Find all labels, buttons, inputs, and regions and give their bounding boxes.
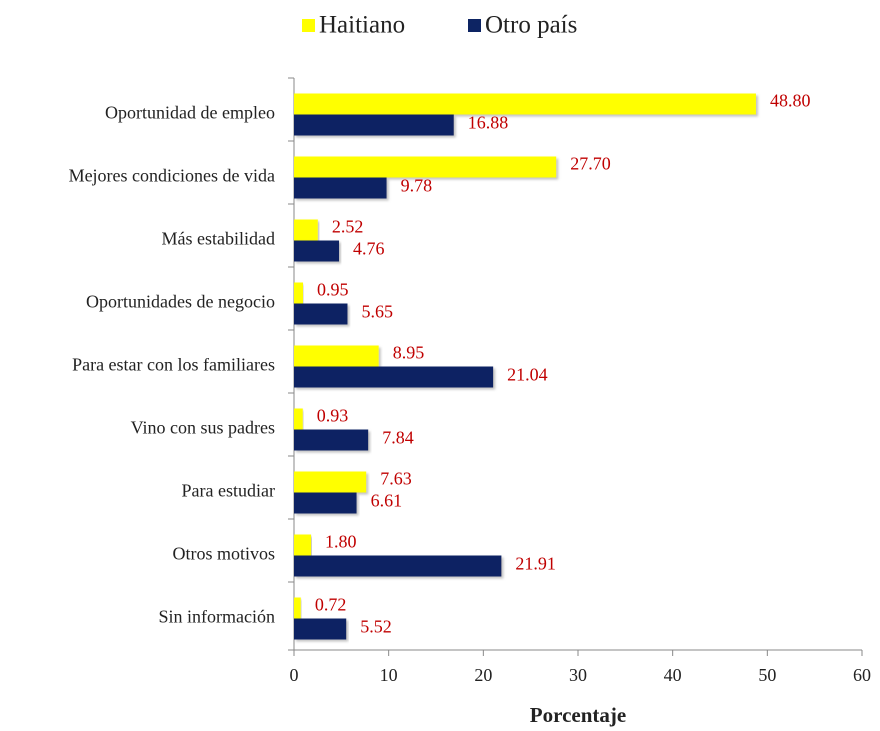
- bar: [294, 492, 357, 514]
- x-tick-label: 20: [474, 665, 492, 685]
- bar: [294, 156, 557, 178]
- bar: [294, 114, 454, 136]
- y-tick-label: Oportunidad de empleo: [105, 103, 275, 123]
- value-label: 7.63: [380, 469, 412, 489]
- y-tick-label: Oportunidades de negocio: [86, 292, 275, 312]
- value-label: 0.72: [315, 595, 347, 615]
- legend-label: Otro país: [485, 12, 577, 39]
- bar: [294, 345, 379, 367]
- x-tick-label: 10: [380, 665, 398, 685]
- value-label: 1.80: [325, 532, 357, 552]
- bar: [294, 93, 756, 115]
- bar: [294, 408, 303, 430]
- value-label: 5.52: [360, 617, 392, 637]
- y-tick-label: Mejores condiciones de vida: [69, 166, 275, 186]
- value-label: 9.78: [401, 176, 433, 196]
- legend-swatch: [302, 19, 315, 32]
- x-tick-label: 40: [664, 665, 682, 685]
- value-label: 8.95: [393, 343, 425, 363]
- x-tick-label: 30: [569, 665, 587, 685]
- y-tick-label: Vino con sus padres: [131, 418, 275, 438]
- bar: [294, 618, 347, 640]
- value-label: 5.65: [361, 302, 393, 322]
- x-tick-label: 60: [853, 665, 871, 685]
- bar: [294, 597, 301, 619]
- bar: [294, 219, 318, 241]
- y-tick-label: Para estudiar: [182, 481, 275, 501]
- bar: [294, 471, 367, 493]
- legend-label: Haitiano: [319, 12, 405, 39]
- x-axis-title: Porcentaje: [530, 703, 626, 727]
- value-label: 0.93: [317, 406, 349, 426]
- bar: [294, 429, 369, 451]
- bar: [294, 366, 494, 388]
- value-label: 48.80: [770, 91, 811, 111]
- y-tick-label: Más estabilidad: [162, 229, 275, 249]
- value-label: 27.70: [570, 154, 611, 174]
- value-label: 21.04: [507, 365, 548, 385]
- value-label: 2.52: [332, 217, 364, 237]
- value-label: 16.88: [468, 113, 509, 133]
- y-tick-label: Para estar con los familiares: [72, 355, 275, 375]
- bar: [294, 303, 348, 325]
- bar: [294, 282, 303, 304]
- bar: [294, 534, 312, 556]
- y-tick-label: Sin información: [159, 607, 275, 627]
- value-label: 6.61: [371, 491, 403, 511]
- bar: [294, 240, 340, 262]
- bar: [294, 555, 502, 577]
- value-label: 0.95: [317, 280, 349, 300]
- value-label: 21.91: [515, 554, 556, 574]
- x-tick-label: 0: [290, 665, 299, 685]
- value-label: 7.84: [382, 428, 414, 448]
- value-label: 4.76: [353, 239, 385, 259]
- x-tick-label: 50: [758, 665, 776, 685]
- y-tick-label: Otros motivos: [172, 544, 275, 564]
- bar: [294, 177, 387, 199]
- legend-swatch: [468, 19, 481, 32]
